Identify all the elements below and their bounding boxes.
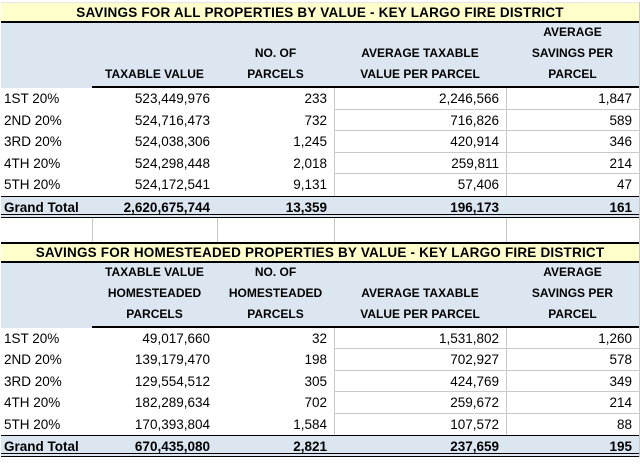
header-row: TAXABLE VALUE NO. OF PARCELS AVERAGE TAX… — [1, 23, 639, 88]
value-cell[interactable]: 524,038,306 — [92, 131, 217, 153]
grand-total-value-cell[interactable]: 161 — [506, 195, 639, 218]
grand-total-value-cell[interactable]: 196,173 — [334, 195, 506, 218]
value-cell[interactable]: 214 — [506, 152, 639, 174]
value-cell[interactable]: 233 — [217, 88, 334, 110]
header-row: TAXABLE VALUE HOMESTEADED PARCELS NO. OF… — [1, 262, 639, 328]
value-cell[interactable]: 524,172,541 — [92, 174, 217, 196]
row-label-cell[interactable]: 5TH 20% — [1, 174, 92, 196]
value-cell[interactable]: 259,811 — [334, 152, 506, 174]
value-cell[interactable]: 346 — [506, 131, 639, 153]
row-label-cell[interactable]: 1ST 20% — [1, 88, 92, 110]
value-cell[interactable]: 1,847 — [506, 88, 639, 110]
column-header-cell[interactable]: NO. OF PARCELS — [217, 23, 334, 88]
row-label-cell[interactable]: 3RD 20% — [1, 370, 92, 392]
value-cell[interactable]: 716,826 — [334, 109, 506, 131]
value-cell[interactable]: 1,584 — [217, 413, 334, 435]
value-cell[interactable]: 107,572 — [334, 413, 506, 435]
value-cell[interactable]: 702,927 — [334, 349, 506, 371]
grand-total-value-cell[interactable]: 237,659 — [334, 435, 506, 457]
value-cell[interactable]: 170,393,804 — [92, 413, 217, 435]
separator-cell[interactable] — [217, 217, 334, 242]
row-label-cell[interactable]: 4TH 20% — [1, 152, 92, 174]
value-cell[interactable]: 139,179,470 — [92, 349, 217, 371]
value-cell[interactable]: 198 — [217, 349, 334, 371]
value-cell[interactable]: 524,716,473 — [92, 109, 217, 131]
column-header-cell[interactable]: AVERAGE TAXABLE VALUE PER PARCEL — [334, 262, 506, 328]
value-cell[interactable]: 1,531,802 — [334, 327, 506, 349]
value-cell[interactable]: 420,914 — [334, 131, 506, 153]
value-cell[interactable]: 1,245 — [217, 131, 334, 153]
column-header-cell[interactable]: TAXABLE VALUE — [92, 23, 217, 88]
value-cell[interactable]: 32 — [217, 327, 334, 349]
value-cell[interactable]: 259,672 — [334, 392, 506, 414]
grand-total-label-cell[interactable]: Grand Total — [1, 435, 92, 457]
value-cell[interactable]: 349 — [506, 370, 639, 392]
column-header-cell[interactable]: TAXABLE VALUE HOMESTEADED PARCELS — [92, 262, 217, 328]
column-header-cell[interactable]: AVERAGE SAVINGS PER PARCEL — [506, 262, 639, 328]
table-homesteaded-properties: SAVINGS FOR HOMESTEADED PROPERTIES BY VA… — [1, 241, 639, 457]
grand-total-row: Grand Total 670,435,080 2,821 237,659 19… — [1, 435, 639, 457]
grand-total-label-cell[interactable]: Grand Total — [1, 195, 92, 218]
separator-row — [1, 217, 639, 242]
row-label-cell[interactable]: 2ND 20% — [1, 349, 92, 371]
column-header-cell[interactable]: AVERAGE SAVINGS PER PARCEL — [506, 23, 639, 88]
value-cell[interactable]: 57,406 — [334, 174, 506, 196]
column-header-cell[interactable] — [1, 262, 92, 328]
value-cell[interactable]: 424,769 — [334, 370, 506, 392]
worksheet: SAVINGS FOR ALL PROPERTIES BY VALUE - KE… — [1, 2, 640, 457]
table-body: 1ST 20% 523,449,976 233 2,246,566 1,847 2ND 2… — [1, 88, 639, 196]
row-label-cell[interactable]: 4TH 20% — [1, 392, 92, 414]
value-cell[interactable]: 1,260 — [506, 327, 639, 349]
value-cell[interactable]: 49,017,660 — [92, 327, 217, 349]
grand-total-value-cell[interactable]: 670,435,080 — [92, 435, 217, 457]
column-header-cell[interactable]: AVERAGE TAXABLE VALUE PER PARCEL — [334, 23, 506, 88]
value-cell[interactable]: 523,449,976 — [92, 88, 217, 110]
value-cell[interactable]: 47 — [506, 174, 639, 196]
value-cell[interactable]: 578 — [506, 349, 639, 371]
value-cell[interactable]: 524,298,448 — [92, 152, 217, 174]
grand-total-row: Grand Total 2,620,675,744 13,359 196,173… — [1, 195, 639, 218]
value-cell[interactable]: 129,554,512 — [92, 370, 217, 392]
grand-total-value-cell[interactable]: 2,620,675,744 — [92, 195, 217, 218]
value-cell[interactable]: 702 — [217, 392, 334, 414]
separator-cell[interactable] — [1, 217, 92, 242]
table-title[interactable]: SAVINGS FOR ALL PROPERTIES BY VALUE - KE… — [1, 2, 639, 23]
value-cell[interactable]: 9,131 — [217, 174, 334, 196]
row-label-cell[interactable]: 1ST 20% — [1, 327, 92, 349]
separator-cell[interactable] — [92, 217, 217, 242]
separator-cell[interactable] — [334, 217, 506, 242]
separator-cell[interactable] — [506, 217, 639, 242]
value-cell[interactable]: 2,018 — [217, 152, 334, 174]
grand-total-value-cell[interactable]: 2,821 — [217, 435, 334, 457]
grand-total-value-cell[interactable]: 13,359 — [217, 195, 334, 218]
value-cell[interactable]: 2,246,566 — [334, 88, 506, 110]
row-label-cell[interactable]: 2ND 20% — [1, 109, 92, 131]
table-body: 1ST 20% 49,017,660 32 1,531,802 1,260 2ND 20%… — [1, 327, 639, 435]
value-cell[interactable]: 589 — [506, 109, 639, 131]
table-all-properties: SAVINGS FOR ALL PROPERTIES BY VALUE - KE… — [1, 2, 639, 218]
value-cell[interactable]: 732 — [217, 109, 334, 131]
row-label-cell[interactable]: 5TH 20% — [1, 413, 92, 435]
column-header-cell[interactable]: NO. OF HOMESTEADED PARCELS — [217, 262, 334, 328]
value-cell[interactable]: 305 — [217, 370, 334, 392]
value-cell[interactable]: 214 — [506, 392, 639, 414]
row-label-cell[interactable]: 3RD 20% — [1, 131, 92, 153]
grand-total-value-cell[interactable]: 195 — [506, 435, 639, 457]
column-header-cell[interactable] — [1, 23, 92, 88]
value-cell[interactable]: 88 — [506, 413, 639, 435]
value-cell[interactable]: 182,289,634 — [92, 392, 217, 414]
table-title[interactable]: SAVINGS FOR HOMESTEADED PROPERTIES BY VA… — [1, 241, 639, 263]
